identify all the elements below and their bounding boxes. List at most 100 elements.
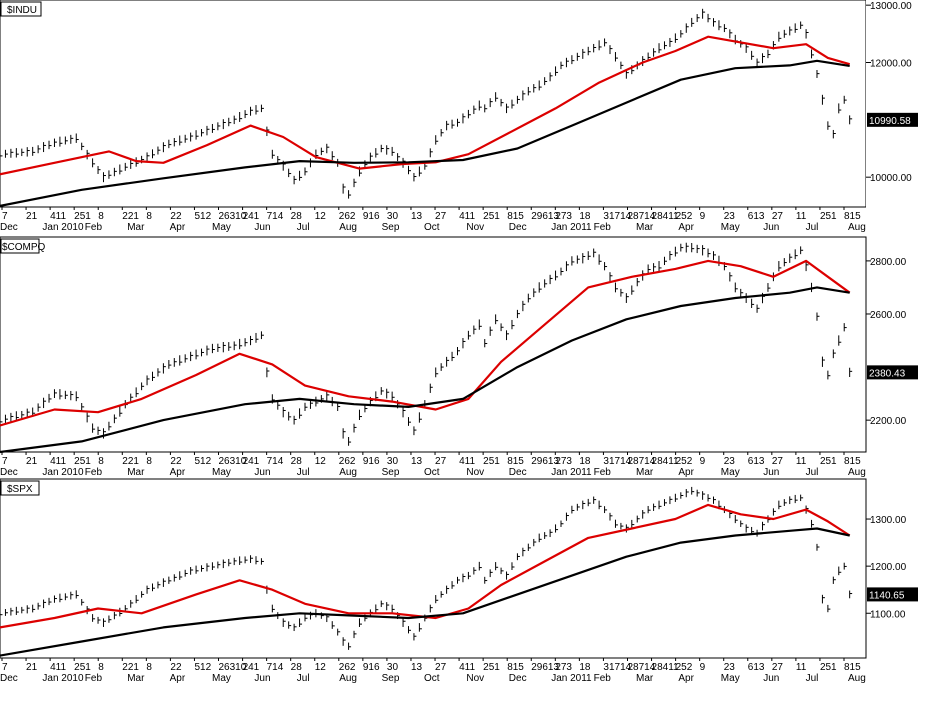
indu-panel: $INDU 13000.00 12000.00 10000.00 7 21 411 251 8…: [0, 0, 930, 233]
indu-x-tick-label: 21: [26, 211, 38, 222]
spx-x-tick-label: 273: [555, 662, 572, 673]
compq-month-label: Jan 2011: [551, 467, 592, 478]
indu-title: $INDU: [7, 5, 37, 16]
spx-x-tick-label: 613: [748, 662, 765, 673]
indu-month-label: Oct: [424, 222, 440, 233]
indu-x-tick-label: 28714: [627, 211, 655, 222]
spx-x-tick-label: 815: [844, 662, 861, 673]
indu-x-tick-label: 512: [194, 211, 211, 222]
compq-y-tick-label: 2600.00: [870, 310, 907, 321]
indu-x-tick-label: 916: [363, 211, 380, 222]
spx-month-label: Jan 2011: [551, 673, 592, 684]
spx-x-tick-label: 251: [820, 662, 837, 673]
spx-y-tick-label: 1200.00: [870, 562, 907, 573]
compq-month-label: Jan 2010: [42, 467, 84, 478]
indu-x-tick-label: 11: [796, 211, 807, 222]
spx-x-tick-label: 13: [411, 662, 423, 673]
indu-x-tick-label: 30: [387, 211, 399, 222]
indu-month-label: Apr: [170, 222, 186, 233]
indu-month-label: Jul: [297, 222, 310, 233]
compq-month-label: Dec: [509, 467, 527, 478]
indu-x-tick-label: 221: [122, 211, 139, 222]
compq-month-label: Jun: [254, 467, 270, 478]
compq-x-tick-label: 251: [483, 456, 500, 467]
indu-x-tick-label: 18: [579, 211, 591, 222]
compq-x-tick-label: 21: [26, 456, 38, 467]
spx-month-label: Mar: [127, 673, 145, 684]
spx-x-tick-label: 714: [267, 662, 284, 673]
spx-month-label: Jun: [763, 673, 779, 684]
compq-month-label: Sep: [382, 467, 400, 478]
spx-month-label: Dec: [509, 673, 527, 684]
spx-month-label: Jul: [806, 673, 819, 684]
indu-x-tick-label: 29613: [531, 211, 559, 222]
indu-month-label: Aug: [339, 222, 357, 233]
compq-x-tick-label: 411: [50, 456, 66, 467]
compq-month-label: Oct: [424, 467, 440, 478]
spx-x-tick-label: 18: [579, 662, 591, 673]
spx-x-tick-label: 27: [772, 662, 784, 673]
compq-x-tick-label: 27: [435, 456, 447, 467]
compq-month-label: Dec: [0, 467, 18, 478]
spx-x-tick-label: 9: [700, 662, 706, 673]
compq-x-tick-label: 241: [243, 456, 260, 467]
spx-x-tick-label: 29613: [531, 662, 559, 673]
spx-month-label: Feb: [85, 673, 103, 684]
indu-month-label: Dec: [509, 222, 527, 233]
spx-x-tick-label: 30: [387, 662, 399, 673]
spx-ma50-line: [0, 503, 851, 629]
compq-x-tick-label: 8: [98, 456, 104, 467]
spx-month-label: Apr: [170, 673, 186, 684]
indu-month-label: Jun: [254, 222, 270, 233]
compq-x-tick-label: 28: [291, 456, 303, 467]
indu-ma50-line: [0, 35, 851, 176]
spx-ma200-line: [0, 527, 850, 657]
indu-x-tick-label: 613: [748, 211, 765, 222]
indu-x-tick-label: 251: [74, 211, 91, 222]
spx-x-tick-label: 221: [122, 662, 139, 673]
spx-month-label: Aug: [339, 673, 357, 684]
spx-x-tick-label: 31714: [603, 662, 631, 673]
compq-x-tick-label: 252: [676, 456, 693, 467]
compq-x-tick-label: 29613: [531, 456, 559, 467]
compq-month-label: Aug: [848, 467, 866, 478]
compq-x-tick-label: 28411: [652, 456, 680, 467]
indu-x-tick-label: 251: [820, 211, 837, 222]
spx-x-tick-label: 28411: [652, 662, 680, 673]
compq-x-tick-label: 714: [267, 456, 284, 467]
compq-x-tick-label: 7: [2, 456, 8, 467]
spx-last-value-box: [867, 587, 918, 602]
compq-x-tick-label: 262: [339, 456, 356, 467]
indu-month-label: Jan 2010: [42, 222, 84, 233]
indu-month-label: Mar: [127, 222, 145, 233]
indu-price-bars: [0, 8, 853, 199]
compq-month-label: May: [212, 467, 231, 478]
spx-y-tick-label: 1100.00: [870, 609, 906, 620]
compq-x-tick-label: 9: [700, 456, 706, 467]
indu-x-tick-label: 273: [555, 211, 572, 222]
indu-month-label: Jul: [806, 222, 819, 233]
indu-x-tick-label: 22: [170, 211, 182, 222]
compq-price-bars: [0, 242, 853, 446]
spx-month-label: Jan 2010: [42, 673, 84, 684]
compq-x-tick-label: 221: [122, 456, 139, 467]
indu-x-tick-label: 13: [411, 211, 423, 222]
indu-x-tick-label: 714: [267, 211, 284, 222]
compq-month-label: Mar: [636, 467, 654, 478]
spx-month-label: Aug: [848, 673, 866, 684]
compq-month-label: Feb: [594, 467, 612, 478]
compq-x-tick-label: 815: [844, 456, 861, 467]
spx-x-tick-label: 8: [146, 662, 152, 673]
compq-last-value-box: [867, 365, 918, 380]
compq-month-label: Apr: [678, 467, 694, 478]
compq-x-tick-label: 31714: [603, 456, 631, 467]
spx-last-value: 1140.65: [869, 590, 905, 601]
compq-month-label: Jun: [763, 467, 779, 478]
indu-month-label: Feb: [594, 222, 612, 233]
spx-month-label: May: [212, 673, 231, 684]
indu-ma200-line: [0, 59, 850, 207]
spx-x-tick-label: 22: [170, 662, 182, 673]
spx-month-label: Oct: [424, 673, 440, 684]
